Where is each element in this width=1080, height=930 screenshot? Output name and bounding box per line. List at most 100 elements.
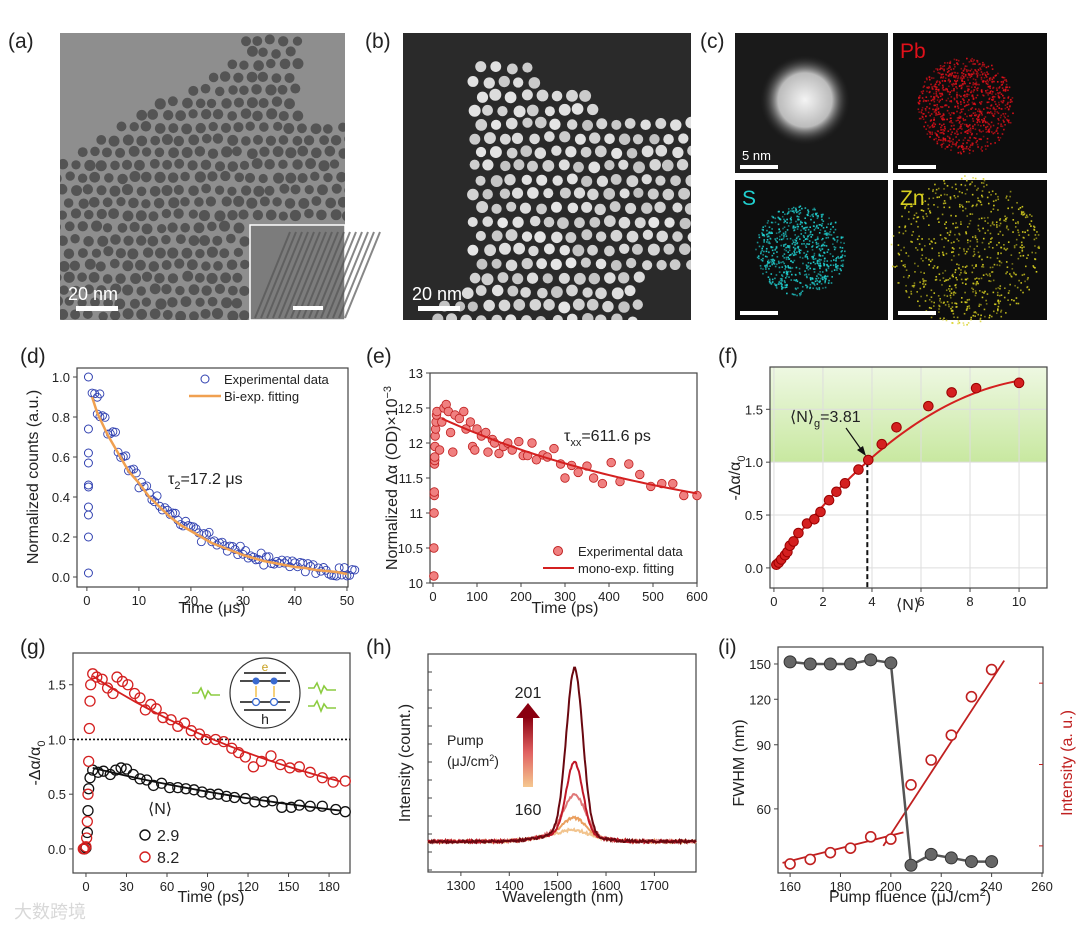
signal-pixel xyxy=(989,224,992,227)
signal-pixel xyxy=(987,92,989,94)
signal-pixel xyxy=(1007,299,1009,302)
signal-pixel xyxy=(962,150,965,153)
x-axis-label-h: Wavelength (nm) xyxy=(502,889,623,906)
signal-pixel xyxy=(805,284,808,287)
nanocrystal xyxy=(188,235,200,246)
signal-pixel xyxy=(756,256,759,259)
signal-pixel xyxy=(962,108,965,110)
signal-pixel xyxy=(783,236,785,238)
signal-pixel xyxy=(836,236,839,238)
signal-pixel xyxy=(988,191,991,194)
nanocrystal xyxy=(207,296,218,307)
signal-pixel xyxy=(904,207,906,210)
signal-pixel xyxy=(783,271,785,274)
signal-pixel xyxy=(973,137,976,139)
signal-pixel xyxy=(927,124,929,127)
signal-pixel xyxy=(801,243,803,245)
signal-pixel xyxy=(898,253,901,256)
fwhm-point xyxy=(864,653,878,667)
signal-pixel xyxy=(829,228,832,231)
nanocrystal xyxy=(476,201,489,213)
signal-pixel xyxy=(944,127,946,130)
x-tick-label: 0 xyxy=(82,879,89,894)
signal-pixel xyxy=(966,277,969,280)
signal-pixel xyxy=(793,252,796,254)
signal-pixel xyxy=(980,103,982,105)
signal-pixel xyxy=(996,89,998,91)
signal-pixel xyxy=(790,216,793,219)
signal-pixel xyxy=(985,76,988,78)
signal-pixel xyxy=(936,95,939,98)
nanocrystal xyxy=(529,133,540,145)
signal-pixel xyxy=(988,123,991,126)
signal-pixel xyxy=(939,113,941,115)
nanocrystal xyxy=(227,134,239,146)
signal-pixel xyxy=(972,98,975,101)
signal-pixel xyxy=(819,262,821,265)
signal-pixel xyxy=(979,200,981,202)
nanocrystal xyxy=(162,109,174,121)
nanocrystal xyxy=(227,310,239,320)
signal-pixel xyxy=(932,126,934,128)
data-point xyxy=(239,751,251,763)
data-point xyxy=(83,510,93,520)
signal-pixel xyxy=(797,247,800,249)
nanocrystal xyxy=(663,243,675,255)
signal-pixel xyxy=(929,260,932,263)
signal-pixel xyxy=(941,118,943,120)
signal-pixel xyxy=(804,256,807,258)
nanocrystal xyxy=(290,184,301,195)
signal-pixel xyxy=(990,121,993,124)
signal-pixel xyxy=(1005,197,1008,199)
panel-a: (a) 20 nm xyxy=(8,30,381,321)
signal-pixel xyxy=(943,237,946,239)
nanocrystal xyxy=(246,71,258,83)
signal-pixel xyxy=(936,68,939,70)
nanocrystal xyxy=(475,230,486,242)
nanocrystal xyxy=(507,285,519,297)
signal-pixel xyxy=(833,269,836,271)
nanocrystal xyxy=(580,257,591,268)
nanocrystal xyxy=(162,159,173,170)
signal-pixel xyxy=(969,69,972,72)
signal-pixel xyxy=(807,265,809,268)
signal-pixel xyxy=(911,241,913,243)
signal-pixel xyxy=(967,248,970,250)
signal-pixel xyxy=(945,146,948,148)
nanocrystal xyxy=(110,160,120,171)
nanocrystal xyxy=(109,258,120,269)
signal-pixel xyxy=(795,209,797,211)
nanocrystal xyxy=(136,235,147,246)
signal-pixel xyxy=(1005,272,1007,275)
signal-pixel xyxy=(925,115,927,117)
signal-pixel xyxy=(962,62,965,65)
signal-pixel xyxy=(941,213,944,216)
signal-pixel xyxy=(978,303,981,306)
data-point xyxy=(204,527,214,537)
signal-pixel xyxy=(941,143,943,146)
signal-pixel xyxy=(833,259,835,261)
scale-bar-label-c: 5 nm xyxy=(742,148,771,163)
signal-pixel xyxy=(961,86,963,88)
nanocrystal xyxy=(60,224,61,230)
data-point xyxy=(823,494,835,506)
signal-pixel xyxy=(953,71,955,74)
signal-pixel xyxy=(948,70,950,72)
nanocrystal xyxy=(50,248,60,258)
signal-pixel xyxy=(823,277,826,280)
signal-pixel xyxy=(790,279,793,281)
signal-pixel xyxy=(1002,101,1004,104)
signal-pixel xyxy=(943,182,946,185)
signal-pixel xyxy=(928,188,930,190)
signal-pixel xyxy=(974,63,976,65)
signal-pixel xyxy=(763,239,765,241)
nanocrystal xyxy=(467,216,478,228)
signal-pixel xyxy=(942,89,945,91)
signal-pixel xyxy=(987,101,990,104)
signal-pixel xyxy=(998,241,1000,244)
signal-pixel xyxy=(780,285,783,288)
signal-pixel xyxy=(964,270,966,273)
signal-pixel xyxy=(1006,271,1008,273)
signal-pixel xyxy=(818,258,821,261)
signal-pixel xyxy=(930,240,933,243)
